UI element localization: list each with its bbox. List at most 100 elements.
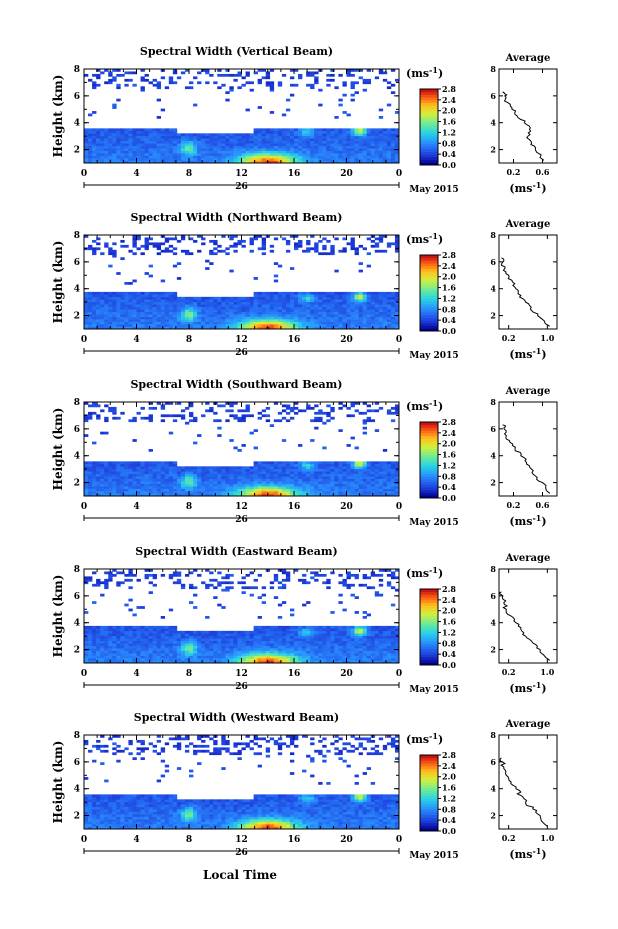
heatmap-cell xyxy=(180,301,186,305)
heatmap-cell xyxy=(318,466,323,470)
heatmap-cell xyxy=(164,326,170,330)
heatmap-cell xyxy=(306,299,311,303)
heatmap-cell xyxy=(269,135,275,139)
heatmap-cell xyxy=(362,88,367,92)
heatmap-cell xyxy=(156,638,162,642)
heatmap-cell xyxy=(386,491,392,494)
heatmap-cell xyxy=(116,625,121,629)
heatmap-cell xyxy=(213,314,218,317)
heatmap-cell xyxy=(281,461,287,465)
heatmap-cell xyxy=(294,319,299,322)
heatmap-cell xyxy=(201,483,206,487)
heatmap-cell xyxy=(277,478,283,482)
heatmap-cell xyxy=(172,633,178,637)
heatmap-cell xyxy=(156,321,162,325)
heatmap-cell xyxy=(310,301,315,305)
heatmap-cell xyxy=(184,466,190,470)
heatmap-cell xyxy=(128,309,133,312)
heatmap-cell xyxy=(140,630,145,634)
heatmap-cell xyxy=(273,468,279,472)
heatmap-cell xyxy=(84,316,89,320)
heatmap-cell xyxy=(318,153,323,156)
heatmap-cell xyxy=(281,409,287,413)
heatmap-cell xyxy=(394,294,400,298)
heatmap-cell xyxy=(160,476,166,479)
heatmap-cell xyxy=(289,83,295,87)
heatmap-cell xyxy=(140,650,145,654)
heatmap-cell xyxy=(382,486,388,489)
heatmap-cell xyxy=(140,606,145,609)
heatmap-cell xyxy=(358,143,363,146)
heatmap-cell xyxy=(338,299,343,303)
heatmap-cell xyxy=(184,306,190,310)
heatmap-cell xyxy=(148,630,153,634)
heatmap-cell xyxy=(148,306,153,310)
heatmap-cell xyxy=(92,478,97,482)
heatmap-cell xyxy=(249,414,254,418)
heatmap-cell xyxy=(346,468,351,472)
heatmap-cell xyxy=(156,640,162,644)
heatmap-cell xyxy=(229,473,234,477)
heatmap-cell xyxy=(184,301,190,305)
heatmap-cell xyxy=(172,128,178,132)
heatmap-cell xyxy=(164,468,170,472)
heatmap-cell xyxy=(310,294,315,298)
heatmap-cell xyxy=(124,643,129,646)
heatmap-cell xyxy=(261,237,267,241)
heatmap-cell xyxy=(225,135,230,139)
heatmap-cell xyxy=(104,81,109,85)
heatmap-cell xyxy=(225,304,230,308)
heatmap-cell xyxy=(160,466,166,470)
heatmap-cell xyxy=(193,633,198,637)
heatmap-cell xyxy=(92,324,97,327)
heatmap-cell xyxy=(176,138,182,142)
heatmap-cell xyxy=(189,630,194,634)
heatmap-cell xyxy=(209,648,214,651)
heatmap-cell xyxy=(370,486,376,489)
heatmap-cell xyxy=(390,294,396,298)
heatmap-cell xyxy=(96,466,101,470)
heatmap-cell xyxy=(84,150,89,154)
heatmap-cell xyxy=(164,630,170,634)
heatmap-cell xyxy=(330,409,335,413)
heatmap-cell xyxy=(168,138,174,142)
heatmap-cell xyxy=(233,140,238,144)
heatmap-cell xyxy=(350,83,355,87)
heatmap-cell xyxy=(120,625,125,629)
heatmap-cell xyxy=(217,581,222,585)
heatmap-cell xyxy=(160,491,166,494)
heatmap-cell xyxy=(277,128,283,132)
heatmap-cell xyxy=(241,153,246,156)
heatmap-cell xyxy=(217,309,222,312)
heatmap-cell xyxy=(184,314,190,317)
heatmap-cell xyxy=(120,150,125,154)
heatmap-cell xyxy=(116,128,121,132)
heatmap-cell xyxy=(168,160,174,164)
heatmap-cell xyxy=(116,635,121,639)
heatmap-cell xyxy=(140,466,145,470)
heatmap-cell xyxy=(148,153,153,156)
heatmap-cell xyxy=(314,143,319,146)
heatmap-cell xyxy=(136,291,141,295)
heatmap-cell xyxy=(386,301,392,305)
heatmap-cell xyxy=(350,301,355,305)
heatmap-cell xyxy=(205,150,210,154)
heatmap-cell xyxy=(96,628,101,632)
heatmap-cell xyxy=(128,249,133,253)
heatmap-cell xyxy=(245,468,250,472)
heatmap-cell xyxy=(306,71,311,75)
heatmap-cell xyxy=(366,135,372,139)
heatmap-cell xyxy=(148,625,153,629)
heatmap-cell xyxy=(116,160,121,164)
heatmap-cell xyxy=(253,324,258,327)
heatmap-cell xyxy=(346,291,351,295)
heatmap-cell xyxy=(184,491,190,494)
heatmap-cell xyxy=(302,133,307,137)
heatmap-cell xyxy=(92,411,97,415)
heatmap-cell xyxy=(144,78,149,82)
heatmap-cell xyxy=(390,143,396,146)
heatmap-cell xyxy=(217,158,222,161)
heatmap-cell xyxy=(362,421,367,425)
heatmap-cell xyxy=(205,660,210,664)
heatmap-cell xyxy=(164,655,170,659)
